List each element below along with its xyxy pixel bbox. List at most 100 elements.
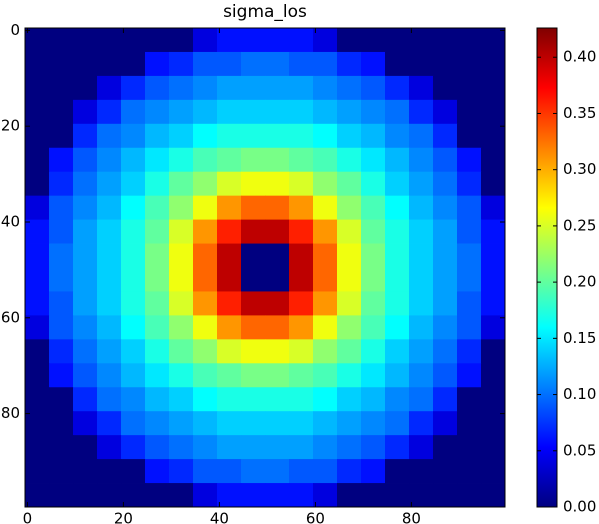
heatmap-cell	[289, 363, 314, 388]
heatmap-cell	[457, 363, 482, 388]
heatmap-cell	[73, 243, 98, 268]
heatmap-cell	[313, 411, 338, 436]
heatmap-cell	[49, 99, 74, 125]
heatmap-cell	[313, 75, 338, 101]
heatmap-cell	[73, 28, 98, 53]
heatmap-cell	[433, 243, 458, 268]
heatmap-cell	[457, 123, 482, 149]
heatmap-cell	[265, 171, 290, 197]
heatmap-cell	[169, 171, 194, 197]
heatmap-cell	[169, 435, 194, 460]
heatmap-cell	[337, 123, 362, 149]
axes-frame	[24, 27, 506, 508]
x-tick-label: 0	[23, 510, 33, 524]
heatmap-cell	[385, 75, 410, 101]
heatmap-cell	[145, 363, 170, 388]
heatmap-cell	[121, 28, 146, 53]
heatmap-cell	[481, 267, 506, 292]
heatmap-cell	[169, 459, 194, 484]
y-tick-label: 80	[1, 404, 20, 422]
heatmap-cell	[289, 483, 314, 508]
heatmap-cell	[25, 435, 50, 460]
heatmap-cell	[457, 267, 482, 292]
heatmap-cell	[49, 195, 74, 220]
heatmap-cell	[481, 435, 506, 460]
heatmap-cell	[145, 123, 170, 149]
heatmap-cell	[361, 51, 386, 77]
heatmap-cell	[73, 51, 98, 77]
heatmap-cell	[217, 195, 242, 220]
heatmap-cell	[313, 243, 338, 268]
heatmap-cell	[241, 123, 266, 149]
heatmap-cell	[361, 99, 386, 125]
heatmap-cell	[193, 459, 218, 484]
heatmap-cell	[385, 315, 410, 340]
heatmap-cell	[121, 267, 146, 292]
heatmap-cell	[385, 483, 410, 508]
heatmap-cell	[289, 28, 314, 53]
heatmap-cell	[433, 435, 458, 460]
heatmap-cell	[361, 339, 386, 364]
heatmap-cell	[409, 75, 434, 101]
heatmap-cell	[385, 171, 410, 197]
heatmap-cell	[481, 387, 506, 412]
heatmap-cell	[241, 147, 266, 173]
heatmap-cell	[385, 363, 410, 388]
heatmap-cell	[145, 435, 170, 460]
heatmap-cell	[409, 195, 434, 220]
heatmap-cell	[289, 411, 314, 436]
heatmap-cell	[145, 195, 170, 220]
heatmap-cell	[361, 363, 386, 388]
heatmap-cell	[97, 435, 122, 460]
heatmap-cell	[433, 267, 458, 292]
heatmap-cell	[337, 483, 362, 508]
heatmap-cell	[457, 171, 482, 197]
heatmap-cell	[145, 387, 170, 412]
heatmap-cell	[481, 123, 506, 149]
heatmap-cell	[433, 387, 458, 412]
heatmap-cell	[145, 147, 170, 173]
heatmap-cell	[241, 363, 266, 388]
heatmap-cell	[481, 411, 506, 436]
heatmap-cell	[25, 339, 50, 364]
heatmap-cell	[289, 195, 314, 220]
heatmap-cell	[169, 219, 194, 244]
heatmap-cell	[241, 51, 266, 77]
heatmap-cell	[457, 99, 482, 125]
heatmap-cell	[25, 75, 50, 101]
heatmap-cell	[385, 147, 410, 173]
heatmap-cell	[313, 147, 338, 173]
heatmap-cell	[337, 171, 362, 197]
heatmap-cell	[241, 459, 266, 484]
heatmap-cell	[145, 483, 170, 508]
heatmap-cell	[457, 315, 482, 340]
heatmap-cell	[409, 51, 434, 77]
heatmap-cell	[265, 339, 290, 364]
heatmap-cell	[265, 219, 290, 244]
heatmap-cell	[433, 195, 458, 220]
chart-title: sigma_los	[223, 2, 307, 22]
heatmap-cell	[481, 195, 506, 220]
heatmap-cell	[265, 99, 290, 125]
heatmap-cell	[193, 267, 218, 292]
heatmap-cell	[73, 483, 98, 508]
heatmap-cell	[433, 28, 458, 53]
heatmap-cell	[337, 51, 362, 77]
heatmap-cell	[169, 99, 194, 125]
heatmap-cell	[193, 28, 218, 53]
heatmap-cell	[241, 75, 266, 101]
heatmap-cell	[265, 435, 290, 460]
heatmap-cell	[193, 315, 218, 340]
heatmap-cell	[169, 75, 194, 101]
heatmap-cell	[433, 291, 458, 316]
heatmap-cell	[121, 147, 146, 173]
heatmap-cell	[73, 219, 98, 244]
heatmap-cell	[25, 267, 50, 292]
heatmap-cell	[49, 171, 74, 197]
heatmap-cell	[25, 195, 50, 220]
heatmap-cell	[121, 459, 146, 484]
heatmap-cell	[337, 459, 362, 484]
heatmap-cell	[97, 51, 122, 77]
heatmap-cell	[193, 123, 218, 149]
heatmap-cell	[97, 147, 122, 173]
